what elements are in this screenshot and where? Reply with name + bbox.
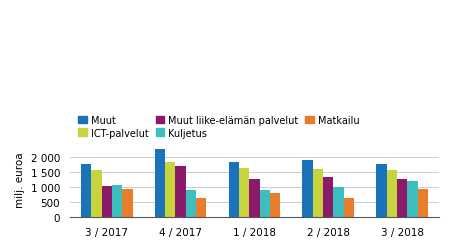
Bar	[333, 187, 344, 217]
Bar	[102, 187, 112, 217]
Legend: Muut, ICT-palvelut, Muut liike-elämän palvelut, Kuljetus, Matkailu: Muut, ICT-palvelut, Muut liike-elämän pa…	[79, 115, 360, 138]
Bar	[418, 189, 428, 217]
Bar	[407, 182, 418, 217]
Bar	[249, 180, 260, 217]
Bar	[270, 193, 280, 217]
Bar	[386, 170, 397, 217]
Bar	[91, 170, 102, 217]
Bar	[186, 191, 196, 217]
Bar	[313, 169, 323, 217]
Bar	[175, 167, 186, 217]
Bar	[81, 164, 91, 217]
Bar	[260, 190, 270, 217]
Bar	[122, 189, 133, 217]
Y-axis label: milj. euroa: milj. euroa	[15, 152, 25, 207]
Bar	[165, 162, 175, 217]
Bar	[196, 198, 207, 217]
Bar	[155, 150, 165, 217]
Bar	[239, 168, 249, 217]
Bar	[112, 185, 122, 217]
Bar	[302, 161, 313, 217]
Bar	[376, 164, 386, 217]
Bar	[228, 162, 239, 217]
Bar	[344, 199, 354, 217]
Bar	[323, 177, 333, 217]
Bar	[397, 179, 407, 217]
